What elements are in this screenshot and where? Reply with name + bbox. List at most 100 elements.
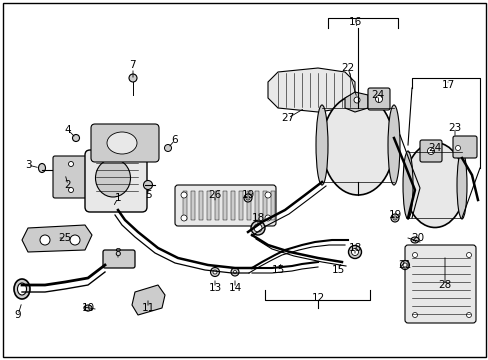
Text: 19: 19 [241, 190, 254, 200]
Bar [263, 191, 266, 220]
Ellipse shape [400, 261, 408, 270]
Ellipse shape [321, 95, 393, 195]
FancyBboxPatch shape [53, 156, 89, 198]
Bar [215, 191, 219, 220]
FancyBboxPatch shape [404, 245, 475, 323]
Bar [199, 191, 203, 220]
Ellipse shape [230, 268, 239, 276]
Bar [191, 191, 195, 220]
Ellipse shape [244, 194, 251, 202]
Ellipse shape [404, 143, 464, 228]
Bar [239, 191, 243, 220]
Ellipse shape [410, 237, 418, 243]
Text: 18: 18 [347, 243, 361, 253]
Ellipse shape [348, 246, 361, 258]
FancyBboxPatch shape [103, 250, 135, 268]
Ellipse shape [390, 214, 398, 222]
Text: 2: 2 [64, 180, 71, 190]
Polygon shape [345, 92, 367, 112]
Text: 25: 25 [58, 233, 71, 243]
Bar [270, 191, 274, 220]
Ellipse shape [454, 145, 460, 150]
Ellipse shape [129, 74, 137, 82]
Ellipse shape [427, 148, 434, 154]
Ellipse shape [68, 188, 73, 193]
Text: 13: 13 [208, 283, 221, 293]
Ellipse shape [14, 279, 30, 299]
Ellipse shape [39, 163, 45, 172]
Ellipse shape [18, 283, 26, 295]
FancyBboxPatch shape [452, 136, 476, 158]
Text: 9: 9 [15, 310, 21, 320]
Text: 24: 24 [370, 90, 384, 100]
Ellipse shape [253, 224, 262, 232]
Bar [206, 191, 210, 220]
Ellipse shape [72, 135, 80, 141]
Text: 17: 17 [441, 80, 454, 90]
Ellipse shape [181, 192, 186, 198]
Text: 8: 8 [115, 248, 121, 258]
Ellipse shape [143, 180, 152, 189]
Ellipse shape [466, 312, 470, 318]
Ellipse shape [164, 144, 171, 152]
Ellipse shape [70, 235, 80, 245]
Bar [246, 191, 250, 220]
Ellipse shape [375, 95, 382, 103]
Text: 18: 18 [251, 213, 264, 223]
Ellipse shape [233, 270, 236, 274]
Ellipse shape [353, 97, 359, 103]
Text: 14: 14 [228, 283, 241, 293]
Text: 20: 20 [410, 233, 424, 243]
Text: 12: 12 [311, 293, 324, 303]
Ellipse shape [456, 151, 466, 219]
Ellipse shape [68, 162, 73, 166]
FancyBboxPatch shape [85, 150, 147, 212]
Text: 10: 10 [81, 303, 94, 313]
Ellipse shape [213, 270, 217, 274]
Ellipse shape [95, 159, 130, 197]
Text: 28: 28 [437, 280, 451, 290]
Polygon shape [267, 68, 354, 112]
Text: 5: 5 [144, 190, 151, 200]
Text: 15: 15 [271, 265, 284, 275]
Polygon shape [132, 285, 164, 315]
Ellipse shape [466, 252, 470, 257]
Polygon shape [22, 225, 92, 252]
FancyBboxPatch shape [367, 88, 389, 110]
Text: 3: 3 [24, 160, 31, 170]
Ellipse shape [387, 105, 399, 185]
Bar [183, 191, 186, 220]
Text: 26: 26 [208, 190, 221, 200]
Text: 27: 27 [281, 113, 294, 123]
Ellipse shape [107, 132, 137, 154]
Ellipse shape [181, 215, 186, 221]
Ellipse shape [40, 235, 50, 245]
Ellipse shape [392, 216, 396, 220]
Text: 11: 11 [141, 303, 154, 313]
Ellipse shape [402, 263, 406, 267]
FancyBboxPatch shape [91, 124, 159, 162]
Text: 15: 15 [331, 265, 344, 275]
FancyBboxPatch shape [175, 185, 275, 226]
Text: 19: 19 [387, 210, 401, 220]
FancyBboxPatch shape [419, 140, 441, 162]
Ellipse shape [84, 305, 92, 311]
Text: 1: 1 [115, 193, 121, 203]
Ellipse shape [210, 267, 219, 276]
Bar [223, 191, 226, 220]
Text: 23: 23 [447, 123, 461, 133]
Bar [230, 191, 235, 220]
Ellipse shape [264, 192, 270, 198]
Ellipse shape [315, 105, 327, 185]
Ellipse shape [351, 248, 358, 256]
Text: 6: 6 [171, 135, 178, 145]
Text: 7: 7 [128, 60, 135, 70]
Ellipse shape [412, 252, 417, 257]
Ellipse shape [264, 215, 270, 221]
Text: 22: 22 [341, 63, 354, 73]
Text: 24: 24 [427, 143, 441, 153]
Ellipse shape [245, 196, 249, 200]
Text: 4: 4 [64, 125, 71, 135]
Text: 21: 21 [398, 260, 411, 270]
Text: 16: 16 [347, 17, 361, 27]
